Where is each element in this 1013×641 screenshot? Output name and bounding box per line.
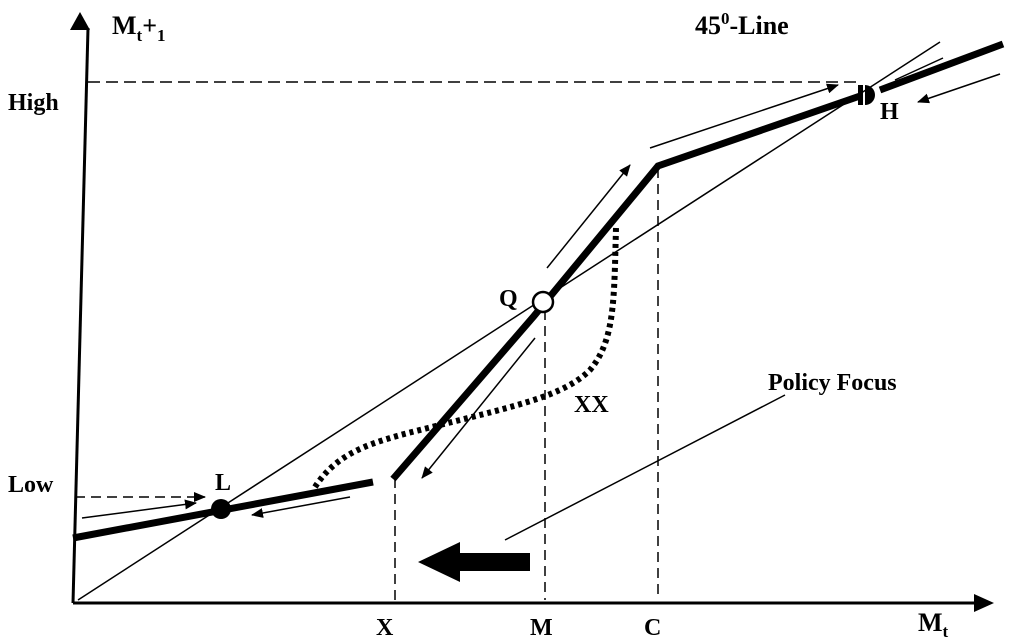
policy-focus-pointer [504,394,786,541]
mid-point-label: Q [499,286,518,312]
x-axis-label: Mt [918,608,949,641]
x-axis-arrowhead [974,594,994,612]
high-point-label: H [880,99,899,125]
arrow-down-from-q [421,337,536,479]
low-point-label: L [215,470,231,496]
arrow-to-high-from-c [649,83,839,149]
arrow-up-from-q [546,164,631,269]
high-equilibrium-stub [858,85,863,105]
arrow-to-low-from-x [251,496,351,518]
policy-shift-arrow-icon [418,542,530,582]
xx-curve-label: XX [574,392,609,418]
y-tick-low: Low [8,472,54,498]
x-tick-x: X [376,615,394,641]
y-axis-arrowhead [70,12,90,30]
mid-equilibrium-point [531,290,555,314]
x-tick-m: M [530,615,553,641]
transition-curve-upper [878,40,1005,94]
arrow-to-low-from-left [81,499,197,519]
y-axis [71,27,90,604]
arrow-upper-right [894,57,944,81]
y-axis-label: Mt+1 [112,11,166,45]
low-equilibrium-point [211,499,231,519]
arrow-to-high-from-right [917,73,1001,104]
x-tick-c: C [644,615,661,641]
high-equilibrium-point [865,85,875,105]
transition-curve-middle [390,92,862,482]
policy-focus-label: Policy Focus [768,370,897,396]
xx-dotted-curve [312,227,619,489]
y-tick-high: High [8,90,59,116]
forty-five-line-label: 450-Line [695,9,789,40]
